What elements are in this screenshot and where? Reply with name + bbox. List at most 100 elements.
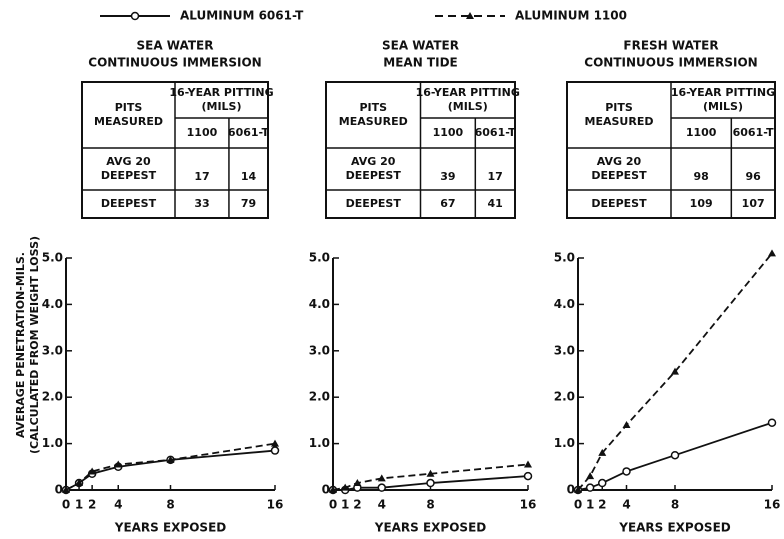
x-axis-label: YEARS EXPOSED [618,521,731,535]
table-cell: 1100 [187,126,218,139]
x-tick-label: 16 [520,498,537,512]
point [671,367,679,375]
point [670,450,680,460]
x-tick-label: 2 [353,498,361,512]
x-tick-label: 4 [378,498,386,512]
table-cell: 17 [194,170,209,183]
y-axis-label: (CALCULATED FROM WEIGHT LOSS) [28,236,41,454]
x-tick-label: 8 [166,498,174,512]
chart-title: CONTINUOUS IMMERSION [88,56,261,70]
point [271,439,279,447]
x-tick-label: 2 [598,498,606,512]
table: PITS MEASURED 16-YEAR PITTING (MILS) 1100 606… [325,81,520,219]
chart-title: SEA WATER [382,39,459,53]
y-tick-label: 4.0 [554,297,575,311]
y-tick-label: 1.0 [42,436,63,450]
x-axis-label: YEARS EXPOSED [374,521,487,535]
y-tick-label: 2.0 [42,390,63,404]
point [270,446,280,455]
table-cell: 33 [194,197,209,210]
y-tick-label: 3.0 [554,343,575,357]
y-tick-label: 4.0 [309,297,330,311]
table-cell: 16-YEAR PITTING (MILS) [416,86,520,113]
table-cell: 16-YEAR PITTING (MILS) [671,86,775,113]
x-tick-label: 16 [764,498,781,512]
series-line [65,442,276,491]
table-cell: DEEPEST [591,197,647,210]
table-cell: 16-YEAR PITTING (MILS) [169,86,273,113]
y-axis-label: AVERAGE PENETRATION-MILS. [14,252,27,438]
point [574,486,582,493]
y-tick-label: 4.0 [42,297,63,311]
y-tick-label: 1.0 [309,436,330,450]
table-cell: 6061-T [228,126,270,139]
table-cell: 17 [487,170,502,183]
point [586,472,595,480]
x-axis-label: YEARS EXPOSED [114,521,227,535]
table-cell: DEEPEST [101,197,157,210]
chart-title: SEA WATER [137,39,214,53]
table-cell: 98 [694,170,709,183]
chart-title: MEAN TIDE [383,56,457,70]
legend-label: ALUMINUM 1100 [515,9,627,23]
point [377,483,386,492]
x-tick-label: 0 [62,498,70,512]
point [585,483,595,492]
point [62,486,70,493]
table-cell: 96 [746,170,762,183]
table-cell: 79 [241,197,256,210]
y-tick-label: 5.0 [309,251,330,265]
table-cell: 1100 [433,126,464,139]
point [622,467,631,476]
series-line [332,463,529,491]
legend-marker [130,11,140,21]
x-tick-label: 8 [671,498,679,512]
table-cell: 39 [440,170,455,183]
point [75,479,84,487]
point [523,471,533,481]
chart-title: CONTINUOUS IMMERSION [584,56,757,70]
chart-title: FRESH WATER [623,39,718,53]
point [524,460,532,468]
table-cell: AVG 20 DEEPEST [101,155,157,182]
y-tick-label: 1.0 [554,436,575,450]
point [377,474,386,482]
point [166,455,175,463]
point [114,460,123,468]
legend-label: ALUMINUM 6061-T [180,9,304,23]
x-tick-label: 8 [426,498,434,512]
point [88,467,97,475]
table-cell: 107 [742,197,765,210]
y-tick-label: 5.0 [42,251,63,265]
point [767,418,777,427]
y-tick-label: 2.0 [309,390,330,404]
table-cell: 109 [690,197,713,210]
point [768,249,776,257]
table-cell: AVG 20 DEEPEST [346,155,402,182]
y-tick-label: 3.0 [309,343,330,357]
point [426,478,435,488]
table-cell: 41 [487,197,502,210]
point [353,479,362,487]
y-tick-label: 0 [322,483,330,497]
point [329,486,337,493]
y-tick-label: 0 [55,483,63,497]
x-tick-label: 1 [341,498,349,512]
y-tick-label: 0 [567,483,575,497]
x-tick-label: 4 [622,498,630,512]
point [341,483,350,491]
table-cell: PITS MEASURED [585,101,654,128]
x-tick-label: 4 [114,498,122,512]
x-tick-label: 1 [586,498,594,512]
table-cell: PITS MEASURED [94,101,163,128]
y-tick-label: 5.0 [554,251,575,265]
table-cell: PITS MEASURED [339,101,408,128]
x-tick-label: 2 [88,498,96,512]
table-cell: 6061-T [733,126,775,139]
table-cell: 6061-T [475,126,517,139]
x-tick-label: 0 [329,498,337,512]
legend-marker [466,12,474,19]
